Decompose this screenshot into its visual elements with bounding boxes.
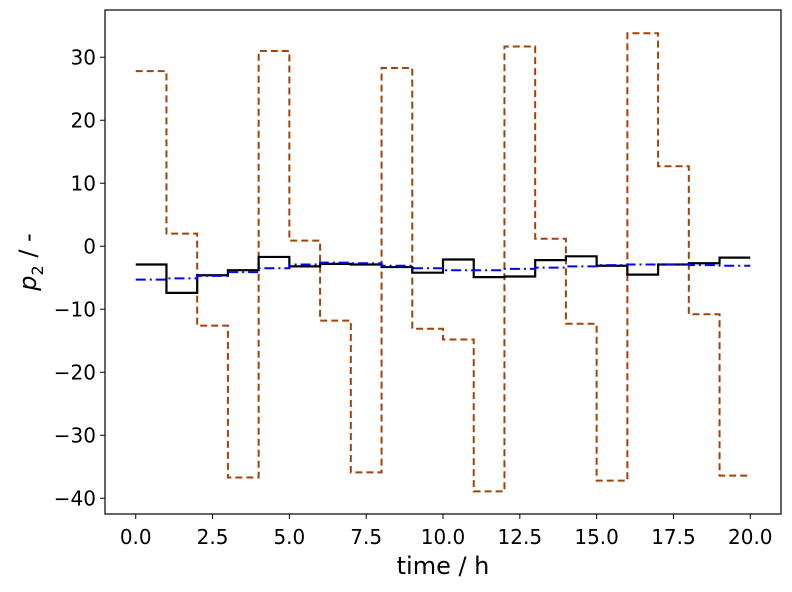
y-tick-label: 10 — [71, 171, 96, 195]
y-tick-label: −20 — [54, 360, 96, 384]
x-tick-label: 5.0 — [273, 525, 305, 549]
y-axis-title-symbol: p — [14, 275, 42, 291]
x-tick-label: 0.0 — [120, 525, 152, 549]
y-axis-title-subscript: 2 — [28, 265, 47, 275]
x-tick-label: 15.0 — [574, 525, 619, 549]
x-tick-label: 10.0 — [421, 525, 466, 549]
series-line-black-solid — [135, 255, 751, 294]
x-axis-title: time / h — [397, 552, 490, 580]
y-tick-label: 0 — [83, 234, 96, 258]
series-line-blue-dashdot — [135, 261, 751, 281]
x-axis: 0.0 2.5 5.0 7.5 10.0 12.5 15.0 17.5 20.0 — [120, 514, 773, 549]
y-tick-label: 30 — [71, 45, 96, 69]
y-tick-label: −10 — [54, 297, 96, 321]
x-tick-label: 2.5 — [197, 525, 229, 549]
y-axis: −40 −30 −20 −10 0 10 20 30 — [54, 45, 105, 510]
y-tick-label: −30 — [54, 423, 96, 447]
x-tick-label: 12.5 — [498, 525, 543, 549]
y-axis-title-suffix: / - — [14, 233, 42, 265]
x-tick-label: 20.0 — [728, 525, 773, 549]
x-tick-label: 7.5 — [350, 525, 382, 549]
y-axis-title: p2 / - — [14, 233, 47, 291]
series-layer — [135, 32, 751, 493]
x-tick-label: 17.5 — [651, 525, 696, 549]
y-tick-label: 20 — [71, 108, 96, 132]
y-tick-label: −40 — [54, 486, 96, 510]
